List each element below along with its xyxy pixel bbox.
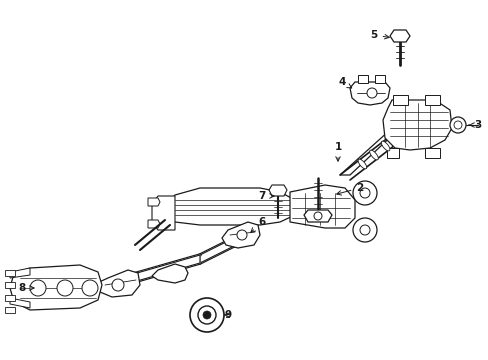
Polygon shape [10,298,30,308]
Bar [424,148,439,158]
Polygon shape [222,222,260,248]
Polygon shape [357,75,367,83]
Polygon shape [268,185,286,196]
Polygon shape [130,255,200,283]
Text: 6: 6 [250,217,265,232]
Polygon shape [5,270,15,276]
Circle shape [190,298,224,332]
Polygon shape [5,307,15,313]
Circle shape [237,230,246,240]
Polygon shape [289,185,354,228]
Ellipse shape [357,159,366,169]
Polygon shape [10,265,102,310]
Polygon shape [162,188,294,225]
Polygon shape [200,235,240,263]
Polygon shape [5,295,15,301]
Polygon shape [152,264,187,283]
Circle shape [359,188,369,198]
Circle shape [453,121,461,129]
Circle shape [198,306,216,324]
Polygon shape [374,75,384,83]
Polygon shape [97,270,140,297]
Polygon shape [148,198,160,206]
Circle shape [366,88,376,98]
Circle shape [57,280,73,296]
Circle shape [352,218,376,242]
Bar [424,95,439,105]
Text: 5: 5 [369,30,388,40]
Text: 1: 1 [334,142,341,161]
Circle shape [449,117,465,133]
Polygon shape [5,282,15,288]
Circle shape [313,212,321,220]
Polygon shape [389,30,409,42]
Circle shape [359,225,369,235]
Polygon shape [304,210,331,222]
Circle shape [352,181,376,205]
Polygon shape [152,196,175,230]
Circle shape [30,280,46,296]
Text: 9: 9 [224,310,231,320]
Text: 3: 3 [468,120,481,130]
Circle shape [203,311,210,319]
Text: 2: 2 [336,183,363,195]
Ellipse shape [381,141,389,151]
Polygon shape [349,82,389,105]
Polygon shape [148,220,160,228]
Circle shape [112,279,124,291]
Polygon shape [382,100,451,150]
Bar [392,95,407,105]
Text: 8: 8 [19,283,34,293]
Text: 4: 4 [338,77,351,88]
Ellipse shape [369,150,378,160]
Circle shape [82,280,98,296]
Text: 7: 7 [258,191,274,201]
Polygon shape [10,268,30,278]
Bar [386,148,398,158]
Polygon shape [339,130,397,175]
